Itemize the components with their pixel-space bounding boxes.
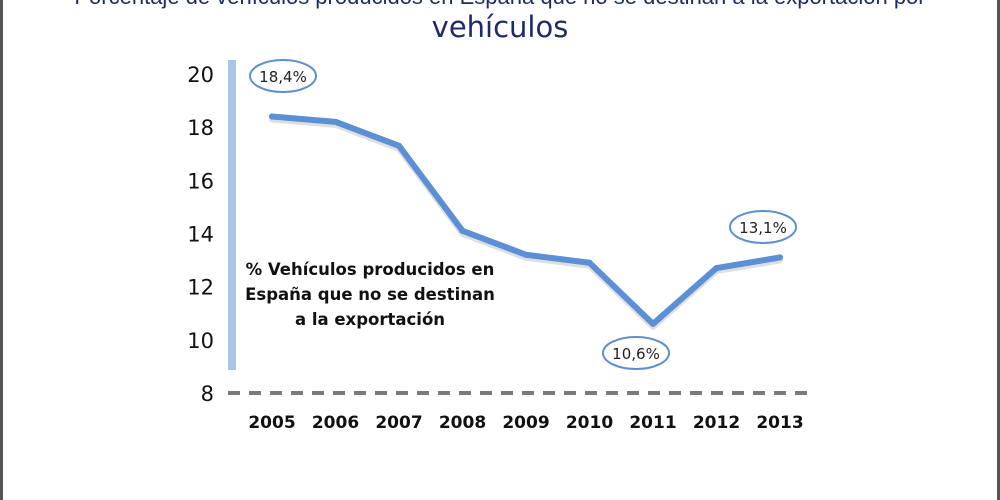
y-tick-label: 20 [187,63,214,87]
y-tick-label: 16 [187,169,214,193]
data-point [777,254,783,261]
data-point [269,113,275,120]
data-label: 13,1% [739,219,787,237]
x-tick-label: 2005 [248,413,295,433]
x-tick-label: 2007 [375,413,422,433]
x-tick-label: 2006 [312,413,359,433]
annotation-ellipse [602,336,670,370]
series-label-line: a la exportación [295,310,445,329]
y-tick-label: 8 [201,382,214,406]
x-tick-label: 2010 [566,413,613,433]
data-label: 10,6% [612,345,660,363]
data-point [396,142,402,149]
data-point [713,265,720,272]
x-tick-label: 2008 [439,413,486,433]
y-tick-label: 10 [187,329,214,353]
data-point [586,259,593,266]
title-line-1-cut: Porcentaje de vehículos producidos en Es… [0,0,1000,8]
data-point [459,227,466,234]
annotation-ellipse [729,210,797,244]
y-tick-label: 18 [187,116,214,140]
data-point [332,118,339,125]
data-label: 18,4% [259,68,307,86]
y-tick-label: 14 [187,223,214,247]
x-tick-label: 2012 [693,413,740,433]
y-axis-bar [228,60,236,370]
chart-title: vehículos [431,10,569,44]
x-tick-label: 2013 [756,413,803,433]
y-tick-label: 12 [187,276,214,300]
x-tick-label: 2009 [502,413,549,433]
x-tick-label: 2011 [629,413,676,433]
annotation-ellipse [249,59,317,93]
data-point [523,251,529,258]
series-label-line: España que no se destinan [245,285,495,304]
data-point [650,320,656,327]
series-label-line: % Vehículos producidos en [246,260,495,279]
